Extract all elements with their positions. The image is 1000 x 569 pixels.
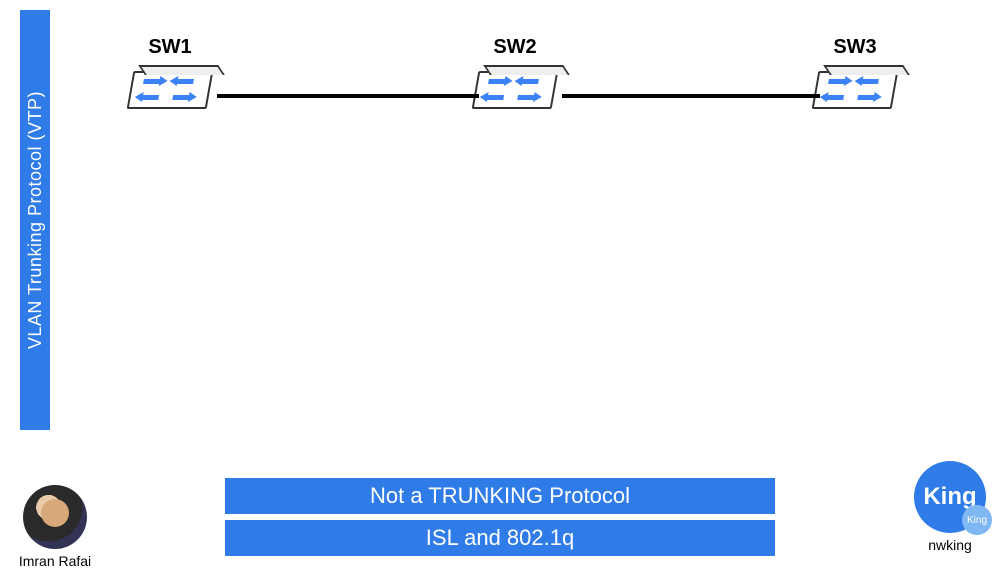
- switch-icon: [127, 71, 214, 109]
- banner-not-trunking: Not a TRUNKING Protocol: [225, 478, 775, 514]
- banner-text: Not a TRUNKING Protocol: [370, 483, 630, 509]
- switch-label: SW3: [815, 36, 895, 59]
- switch-label: SW2: [475, 36, 555, 59]
- link-sw1-sw2: [217, 94, 479, 98]
- switch-label: SW1: [130, 36, 210, 59]
- switch-icon: [472, 71, 559, 109]
- author-avatar: [23, 485, 87, 549]
- switch-icon: [812, 71, 899, 109]
- brand-block: King King nwking: [914, 461, 986, 553]
- switch-sw2: SW2: [475, 36, 555, 109]
- sidebar-title: VLAN Trunking Protocol (VTP): [25, 91, 46, 349]
- sidebar: VLAN Trunking Protocol (VTP): [20, 10, 50, 430]
- link-sw2-sw3: [562, 94, 820, 98]
- banner-isl-8021q: ISL and 802.1q: [225, 520, 775, 556]
- author-block: Imran Rafai: [0, 485, 110, 569]
- switch-sw3: SW3: [815, 36, 895, 109]
- switch-sw1: SW1: [130, 36, 210, 109]
- banner-text: ISL and 802.1q: [426, 525, 574, 551]
- author-name: Imran Rafai: [0, 553, 110, 569]
- brand-mini-icon: King: [962, 505, 992, 535]
- brand-label: nwking: [914, 537, 986, 553]
